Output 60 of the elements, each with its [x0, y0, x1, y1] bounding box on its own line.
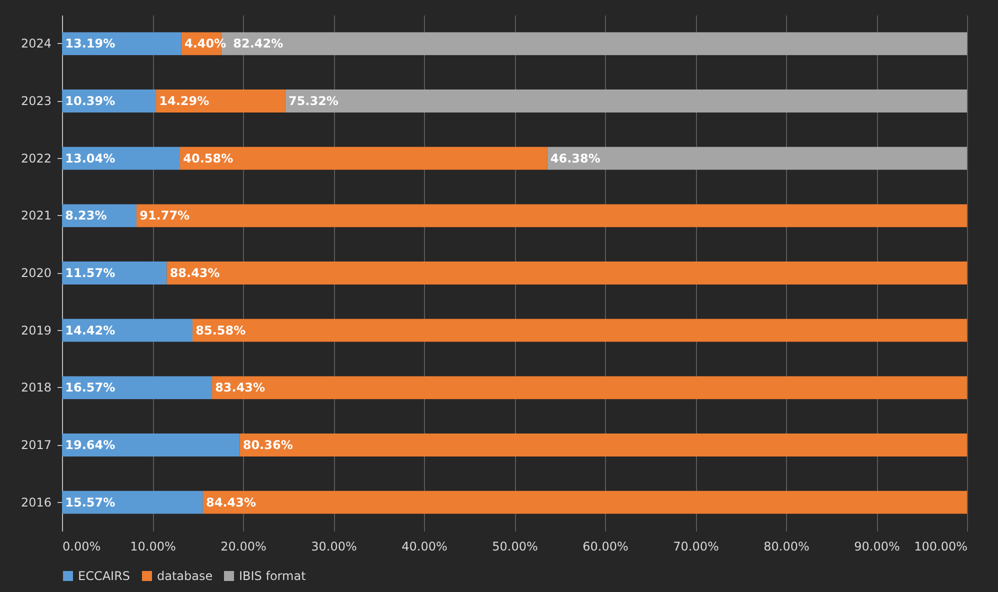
- x-tick-label: 90.00%: [854, 540, 900, 554]
- data-label: 19.64%: [65, 438, 116, 452]
- bar: [192, 318, 967, 342]
- data-label: 10.39%: [65, 94, 116, 108]
- bar: [62, 318, 192, 342]
- bar: [240, 434, 967, 456]
- data-label: 14.29%: [159, 94, 210, 108]
- legend-label: ECCAIRS: [78, 569, 130, 583]
- x-tick-label: 0.00%: [62, 540, 101, 554]
- data-label: 85.58%: [196, 323, 246, 338]
- data-label: 11.57%: [65, 266, 116, 280]
- data-label: 14.42%: [65, 323, 116, 338]
- data-label: 82.42%: [233, 36, 284, 51]
- x-tick-label: 50.00%: [492, 540, 538, 554]
- bar: [166, 262, 967, 284]
- y-tick-label: 2018: [20, 380, 52, 395]
- bar: [285, 90, 967, 112]
- bar: [62, 32, 182, 56]
- legend-label: IBIS format: [239, 569, 306, 583]
- y-tick-label: 2016: [20, 495, 52, 510]
- y-tick-label: 2023: [20, 94, 52, 108]
- y-tick-label: 2019: [20, 323, 52, 338]
- data-label: 16.57%: [65, 380, 116, 395]
- x-tick-label: 60.00%: [582, 540, 628, 554]
- y-tick-label: 2022: [20, 151, 52, 166]
- x-tick-label: 40.00%: [402, 540, 448, 554]
- bar: [547, 146, 967, 170]
- bar: [136, 204, 967, 228]
- x-tick-label: 30.00%: [311, 540, 357, 554]
- legend-label: database: [157, 569, 213, 583]
- bar: [62, 262, 167, 284]
- x-tick-label: 70.00%: [673, 540, 719, 554]
- y-tick-label: 2024: [20, 36, 52, 51]
- data-label: 75.32%: [288, 94, 338, 108]
- x-tick-label: 80.00%: [764, 540, 810, 554]
- data-label: 13.04%: [65, 151, 116, 166]
- data-label: 46.38%: [550, 151, 600, 166]
- data-label: 84.43%: [206, 495, 256, 510]
- bar: [62, 146, 180, 170]
- x-tick-label: 20.00%: [220, 540, 266, 554]
- bar: [62, 376, 212, 400]
- y-tick-label: 2021: [20, 208, 52, 223]
- bar: [156, 90, 286, 112]
- bar: [180, 146, 548, 170]
- data-label: 80.36%: [242, 438, 293, 452]
- data-label: 15.57%: [65, 495, 116, 510]
- x-tick-label: 10.00%: [130, 540, 176, 554]
- data-label: 88.43%: [170, 266, 220, 280]
- data-label: 13.19%: [65, 36, 116, 51]
- bar: [62, 490, 203, 514]
- data-label: 91.77%: [140, 208, 190, 223]
- data-label: 40.58%: [183, 151, 234, 166]
- bar: [62, 434, 240, 456]
- data-label: 8.23%: [65, 208, 107, 223]
- bar: [212, 376, 967, 400]
- data-label: 83.43%: [215, 380, 266, 395]
- x-tick-label: 100.00%: [914, 540, 968, 554]
- bar: [202, 490, 967, 514]
- y-tick-label: 2020: [20, 266, 52, 280]
- y-tick-label: 2017: [20, 438, 52, 452]
